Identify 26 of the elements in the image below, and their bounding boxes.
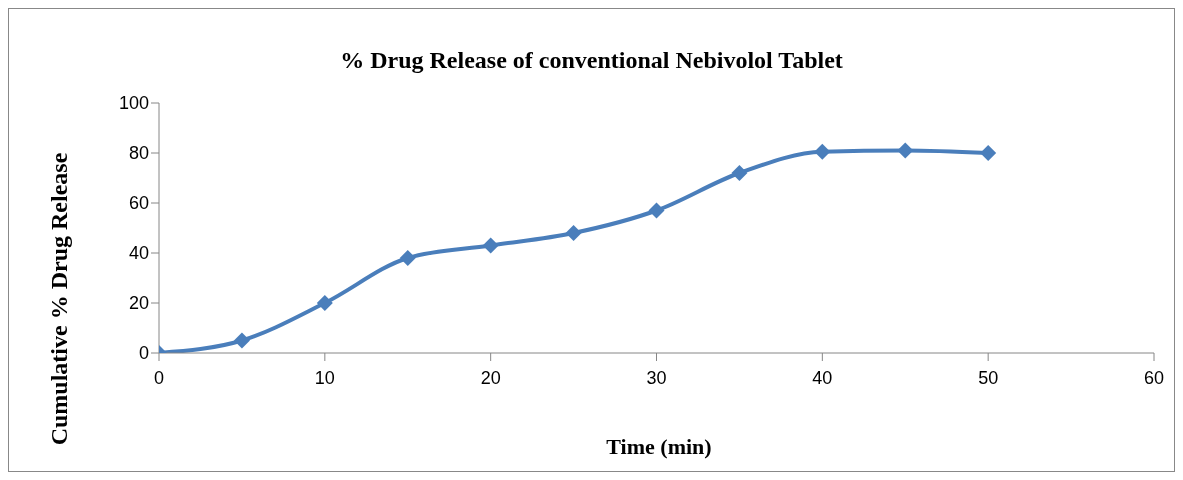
point	[731, 165, 748, 181]
point	[565, 225, 582, 241]
x-tick-label: 10	[314, 367, 335, 388]
point	[399, 250, 416, 266]
y-tick-label: 20	[128, 293, 149, 314]
x-tick-label: 20	[480, 367, 501, 388]
y-axis-title: Cumulative % Drug Release	[45, 152, 73, 446]
point	[980, 145, 997, 161]
x-tick-label: 60	[1143, 367, 1165, 388]
point	[316, 295, 333, 311]
chart-title: % Drug Release of conventional Nebivolol Tablet	[339, 47, 844, 74]
point	[233, 332, 250, 349]
y-tick-label: 0	[138, 343, 149, 364]
x-tick-label: 40	[812, 367, 833, 388]
y-tick-label: 100	[118, 93, 149, 114]
y-tick-label: 80	[128, 143, 149, 164]
point	[482, 237, 499, 254]
x-tick-label: 50	[978, 367, 999, 388]
point	[897, 142, 914, 159]
point	[648, 202, 665, 219]
point	[814, 143, 831, 160]
y-tick-label: 40	[128, 243, 149, 264]
x-tick-label: 30	[646, 367, 667, 388]
x-axis-title: Time (min)	[605, 434, 713, 460]
x-tick-label: 0	[153, 367, 165, 388]
y-tick-label: 60	[128, 193, 149, 214]
